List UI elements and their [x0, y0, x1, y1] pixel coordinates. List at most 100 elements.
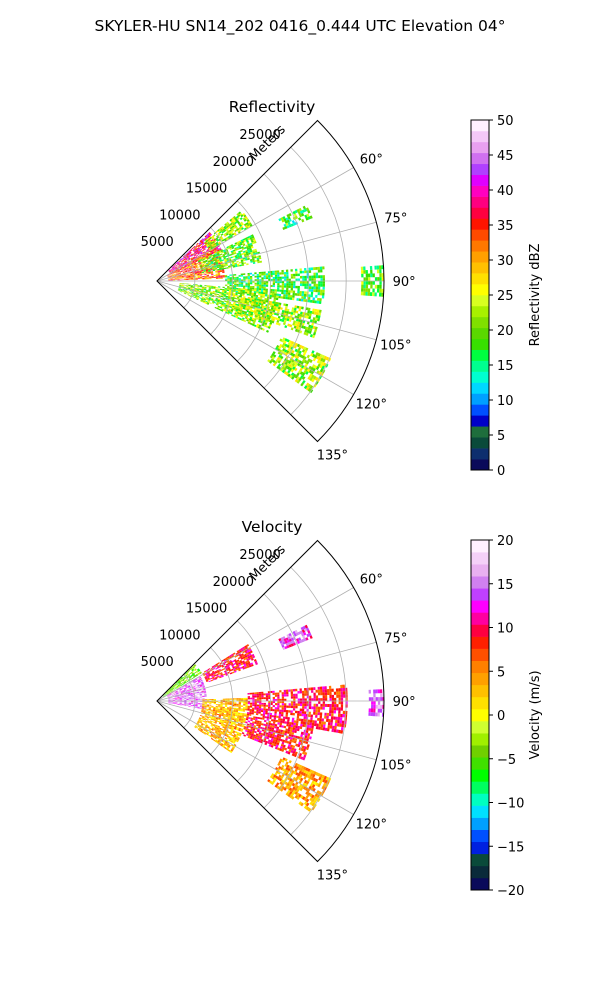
- echo-gate: [342, 713, 345, 718]
- echo-gate: [282, 296, 286, 300]
- echo-gate: [334, 725, 337, 730]
- echo-gate: [254, 316, 258, 320]
- echo-gate: [241, 313, 244, 316]
- echo-gate: [249, 709, 252, 711]
- echo-gate: [181, 257, 184, 260]
- echo-gate: [176, 686, 179, 689]
- echo-gate: [234, 737, 238, 740]
- echo-gate: [201, 291, 204, 293]
- echo-gate: [216, 713, 220, 716]
- echo-gate: [205, 240, 209, 243]
- echo-gate: [205, 300, 208, 303]
- echo-gate: [212, 260, 215, 262]
- echo-gate: [316, 355, 320, 360]
- echo-gate: [199, 705, 203, 707]
- colorbar-swatch: [471, 327, 489, 340]
- echo-gate: [250, 244, 253, 247]
- echo-gate: [318, 356, 322, 361]
- colorbar-swatch: [471, 240, 489, 252]
- echo-gate: [203, 288, 207, 290]
- echo-gate: [228, 229, 232, 232]
- echo-gate: [183, 688, 187, 690]
- echo-gate: [187, 691, 190, 693]
- echo-gate: [263, 693, 266, 696]
- echo-gate: [199, 694, 203, 696]
- echo-gate: [172, 266, 175, 269]
- echo-gate: [301, 355, 305, 359]
- echo-gate: [299, 293, 302, 297]
- echo-gate: [284, 278, 287, 281]
- echo-gate: [311, 275, 314, 279]
- echo-gate: [322, 695, 325, 699]
- echo-gate: [331, 728, 335, 733]
- echo-gate: [197, 276, 200, 278]
- echo-gate: [237, 737, 240, 740]
- echo-gate: [233, 659, 237, 662]
- echo-gate: [186, 704, 189, 706]
- echo-gate: [227, 745, 231, 748]
- echo-gate: [219, 300, 223, 303]
- echo-gate: [294, 367, 298, 372]
- echo-gate: [183, 677, 186, 680]
- echo-gate: [225, 702, 228, 704]
- echo-gate: [194, 692, 198, 694]
- echo-gate: [229, 278, 232, 280]
- echo-gate: [220, 233, 224, 236]
- echo-gate: [197, 244, 200, 247]
- echo-gate: [207, 721, 210, 724]
- echo-gate: [222, 667, 226, 670]
- echo-gate: [167, 696, 170, 698]
- echo-gate: [202, 247, 206, 250]
- echo-gate: [174, 277, 178, 279]
- echo-gate: [183, 275, 187, 277]
- echo-gate: [242, 708, 246, 711]
- echo-gate: [223, 721, 227, 724]
- echo-gate: [203, 244, 206, 247]
- echo-gate: [238, 669, 241, 672]
- echo-gate: [276, 365, 280, 370]
- echo-gate: [170, 268, 173, 271]
- echo-gate: [251, 709, 255, 712]
- echo-gate: [261, 704, 264, 707]
- echo-gate: [242, 710, 246, 712]
- echo-gate: [272, 705, 275, 708]
- echo-gate: [202, 703, 205, 705]
- echo-gate: [224, 288, 227, 290]
- echo-gate: [291, 350, 295, 354]
- echo-gate: [295, 725, 298, 729]
- echo-gate: [258, 255, 261, 258]
- echo-gate: [217, 710, 220, 713]
- echo-gate: [188, 292, 192, 295]
- echo-gate: [299, 275, 303, 279]
- echo-gate: [185, 273, 189, 275]
- echo-gate: [206, 264, 210, 266]
- echo-gate: [220, 705, 223, 707]
- echo-gate: [220, 249, 223, 252]
- echo-gate: [218, 704, 221, 706]
- echo-gate: [204, 722, 207, 725]
- echo-gate: [381, 273, 384, 278]
- echo-gate: [205, 298, 209, 301]
- echo-gate: [222, 305, 226, 308]
- echo-gate: [180, 258, 183, 261]
- echo-gate: [168, 691, 171, 694]
- reflectivity-panel: Reflectivity500010000150002000025000Mete…: [141, 98, 543, 479]
- echo-gate: [206, 236, 209, 240]
- echo-gate: [224, 226, 228, 230]
- echo-gate: [312, 357, 317, 362]
- echo-gate: [226, 222, 230, 226]
- echo-gate: [212, 710, 216, 713]
- echo-gate: [223, 265, 226, 267]
- echo-gate: [195, 276, 198, 278]
- echo-gate: [322, 727, 326, 731]
- echo-gate: [188, 703, 191, 705]
- echo-gate: [238, 708, 241, 710]
- echo-gate: [181, 678, 185, 681]
- echo-gate: [206, 706, 209, 708]
- echo-gate: [250, 664, 254, 667]
- echo-gate: [233, 219, 237, 223]
- echo-gate: [297, 288, 300, 291]
- echo-gate: [239, 253, 242, 256]
- echo-gate: [267, 326, 271, 329]
- echo-gate: [236, 297, 240, 300]
